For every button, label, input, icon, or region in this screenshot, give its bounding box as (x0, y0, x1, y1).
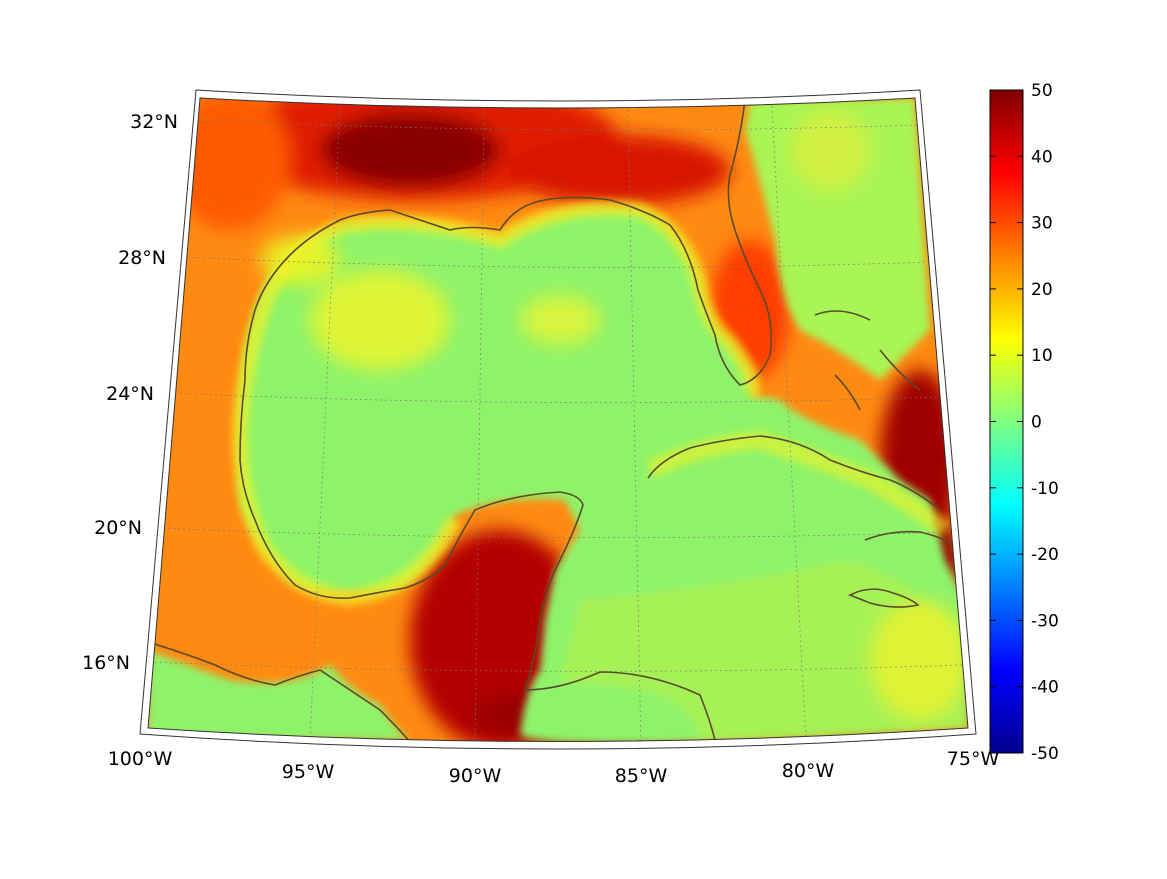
parallel-line (149, 661, 963, 672)
colorbar-tick-label: -20 (1031, 545, 1059, 565)
lon-label-95w: 95°W (282, 761, 335, 783)
lon-label-75w: 75°W (947, 748, 1000, 770)
pacific-coastline (148, 641, 411, 742)
ocean-warm-patch (520, 295, 600, 345)
coastal-halo (645, 430, 951, 538)
coastlines (148, 99, 953, 742)
colorbar-tick-label: -30 (1031, 611, 1059, 631)
parallel-line (157, 527, 951, 539)
colorbar-tick-label: 20 (1031, 280, 1053, 300)
colorbar-ticks: 50 40 30 20 10 0 -10 -20 -30 -40 -50 (990, 81, 1059, 764)
lat-label-28: 28°N (118, 247, 166, 269)
ocean-warm-patch (870, 600, 968, 720)
colorbar-tick-label: 30 (1031, 214, 1053, 234)
lon-label-100w: 100°W (108, 748, 173, 770)
caribbean-ocean (560, 560, 968, 740)
frame-inner (147, 97, 969, 742)
parallel-line (194, 119, 919, 131)
coastal-halo (343, 200, 761, 400)
colorbar-tick-label: 50 (1031, 81, 1053, 101)
ocean-warm-patch (790, 110, 870, 190)
atlantic-ocean (745, 98, 930, 380)
colorbar: 50 40 30 20 10 0 -10 -20 -30 -40 -50 (989, 81, 1059, 764)
lat-label-16: 16°N (82, 652, 130, 674)
louisiana-max (320, 112, 500, 188)
map-frame (139, 89, 977, 750)
parallel-line (169, 392, 941, 404)
colorbar-tick-label: -50 (1031, 744, 1059, 764)
longitude-labels: 100°W 95°W 90°W 85°W 80°W 75°W (108, 748, 1000, 787)
colorbar-tick-label: 10 (1031, 346, 1053, 366)
lon-label-80w: 80°W (782, 760, 835, 782)
meridian-line (627, 109, 642, 742)
latitude-labels: 32°N 28°N 24°N 20°N 16°N (82, 111, 178, 674)
lat-label-20: 20°N (94, 517, 142, 539)
map-grid (149, 101, 963, 742)
hispaniola-coastline (864, 530, 953, 546)
meridian-line (474, 107, 485, 742)
colorbar-tick-label: -40 (1031, 678, 1059, 698)
meridian-line (771, 105, 807, 742)
colorbar-tick-label: 40 (1031, 147, 1053, 167)
ocean-warm-patch (310, 270, 450, 370)
jamaica-coastline (848, 588, 920, 608)
colorbar-tick-label: -10 (1031, 479, 1059, 499)
lon-label-90w: 90°W (449, 765, 502, 787)
parallel-line (182, 256, 931, 268)
gulf-coastline (239, 99, 773, 741)
panhandle-hot (510, 135, 730, 205)
bahamas-coastline (814, 310, 921, 411)
pacific-ocean (148, 650, 410, 740)
cuba-coastline (647, 435, 941, 511)
meridian-line (309, 101, 341, 741)
texas-warm (170, 98, 290, 230)
frame-outer (139, 89, 977, 750)
colorbar-tick-label: 0 (1031, 413, 1042, 433)
lat-label-32: 32°N (130, 111, 178, 133)
lon-label-85w: 85°W (615, 765, 668, 787)
lat-label-24: 24°N (106, 383, 154, 405)
heatmap-field (148, 98, 968, 742)
